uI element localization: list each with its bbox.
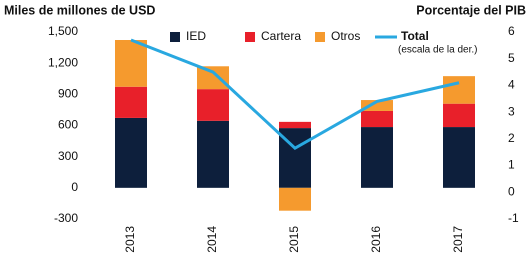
bar [197,89,229,121]
legend-label: Cartera [261,29,301,43]
x-tick-label: 2017 [451,226,465,253]
bar [361,127,393,188]
y2-axis-title: Porcentaje del PIB [416,3,526,17]
bar [361,100,393,111]
bar [197,120,229,188]
y2-tick-label: 0 [508,184,515,198]
y-tick-label: 600 [58,118,78,132]
y-tick-label: 0 [71,180,78,194]
bar [115,39,147,87]
bar [197,66,229,90]
bar [443,76,475,104]
legend-swatch [315,32,325,42]
y2-tick-label: 3 [508,104,515,118]
legend-label: Total [401,29,429,43]
bar [115,117,147,188]
bar [443,103,475,128]
bar [279,187,311,211]
y-tick-label: 300 [58,149,78,163]
legend-label: Otros [331,29,360,43]
y-tick-label: -300 [54,211,78,225]
y2-tick-label: 1 [508,158,515,172]
bar [279,121,311,129]
bar [115,86,147,118]
legend-label: IED [186,29,206,43]
y-tick-label: 900 [58,87,78,101]
x-tick-label: 2013 [123,226,137,253]
y2-tick-label: 2 [508,131,515,145]
legend-swatch [170,32,180,42]
y2-tick-label: 4 [508,78,515,92]
y-tick-label: 1,200 [48,55,78,69]
y2-tick-label: 5 [508,51,515,65]
x-tick-label: 2014 [205,226,219,253]
x-tick-label: 2015 [287,226,301,253]
y-axis-title: Miles de millones de USD [4,3,155,17]
y2-tick-label: 6 [508,24,515,38]
bar [361,110,393,128]
line [130,38,460,151]
y2-tick-label: -1 [508,211,519,225]
y-tick-label: 1,500 [48,24,78,38]
legend-swatch [245,32,255,42]
annotation: (escala de la der.) [398,45,478,56]
bar [443,127,475,188]
x-tick-label: 2016 [369,226,383,253]
